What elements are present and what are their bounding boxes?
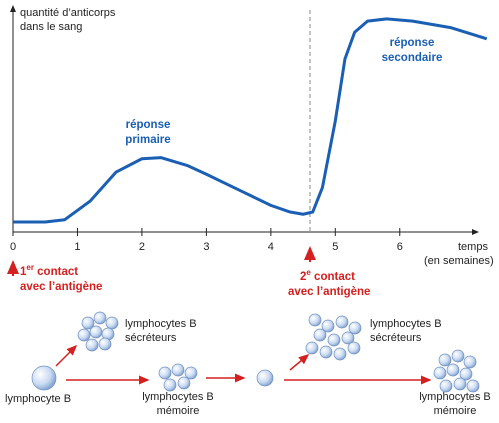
cell xyxy=(105,316,119,330)
cell xyxy=(93,311,107,325)
cell xyxy=(433,366,447,380)
x-label: temps xyxy=(458,241,488,253)
cell-label: mémoire xyxy=(157,405,200,417)
cell xyxy=(158,366,172,380)
contact-text: contact xyxy=(311,271,355,283)
cell xyxy=(341,331,355,345)
cell-label: lymphocytes B xyxy=(419,391,491,403)
cell xyxy=(319,345,333,359)
chart: quantité d’anticorps dans le sang temps … xyxy=(6,5,494,298)
x-tick-label: 4 xyxy=(268,241,274,253)
cell xyxy=(305,341,319,355)
x-tick-label: 6 xyxy=(397,241,403,253)
cell xyxy=(327,333,341,347)
contact-label: 2e contact xyxy=(300,268,355,283)
cell xyxy=(89,325,103,339)
cell xyxy=(98,337,112,351)
cell xyxy=(446,363,460,377)
contact-number: 1 xyxy=(20,266,27,278)
contact-label: 1er contact xyxy=(20,263,78,278)
cell xyxy=(171,363,185,377)
x-tick-label: 2 xyxy=(139,241,145,253)
cell xyxy=(333,347,347,361)
contact-sup: e xyxy=(306,268,311,277)
annotation: primaire xyxy=(125,134,170,146)
cell-label: lymphocytes B xyxy=(370,318,442,330)
x-tick-label: 0 xyxy=(10,241,16,253)
cell-label: sécréteurs xyxy=(125,332,177,344)
cell xyxy=(163,378,177,392)
curve xyxy=(13,17,488,224)
contact-number: 2 xyxy=(300,271,306,283)
cell-label: mémoire xyxy=(434,405,477,417)
cell xyxy=(459,367,473,381)
cell xyxy=(347,341,361,355)
cell xyxy=(463,355,477,369)
cell xyxy=(85,338,99,352)
contact-label: avec l’antigène xyxy=(20,281,102,293)
cell xyxy=(438,353,452,367)
cell xyxy=(81,316,95,330)
annotation: réponse xyxy=(126,119,171,131)
cell xyxy=(439,379,453,393)
contact-sup: er xyxy=(26,263,34,272)
cell xyxy=(313,328,327,342)
cell xyxy=(321,319,335,333)
cell xyxy=(453,377,467,391)
contact-text: contact xyxy=(34,266,78,278)
contact-label: avec l’antigène xyxy=(288,286,370,298)
y-label: quantité d’anticorps xyxy=(20,7,116,19)
cell xyxy=(256,369,274,387)
arrow xyxy=(55,344,78,367)
x-tick-label: 1 xyxy=(74,241,80,253)
x-tick-label: 5 xyxy=(332,241,338,253)
cell-label: sécréteurs xyxy=(370,332,422,344)
cell-label: lymphocyte B xyxy=(5,393,71,405)
x-label: (en semaines) xyxy=(424,255,494,267)
annotation: secondaire xyxy=(382,52,443,64)
y-label: dans le sang xyxy=(20,21,82,33)
cell xyxy=(335,315,349,329)
cell xyxy=(77,328,91,342)
cell-label: lymphocytes B xyxy=(125,318,197,330)
cell-diagram: lymphocyte B lymphocytes B sécréteurs ly… xyxy=(5,311,491,417)
cell xyxy=(177,376,191,390)
cell xyxy=(31,365,57,391)
arrow xyxy=(289,354,310,371)
cell xyxy=(451,349,465,363)
cell xyxy=(308,313,322,327)
cell-label: lymphocytes B xyxy=(142,391,214,403)
x-tick-label: 3 xyxy=(203,241,209,253)
cell xyxy=(184,366,198,380)
annotation: réponse xyxy=(390,37,435,49)
cell xyxy=(348,321,362,335)
cell xyxy=(466,379,480,393)
